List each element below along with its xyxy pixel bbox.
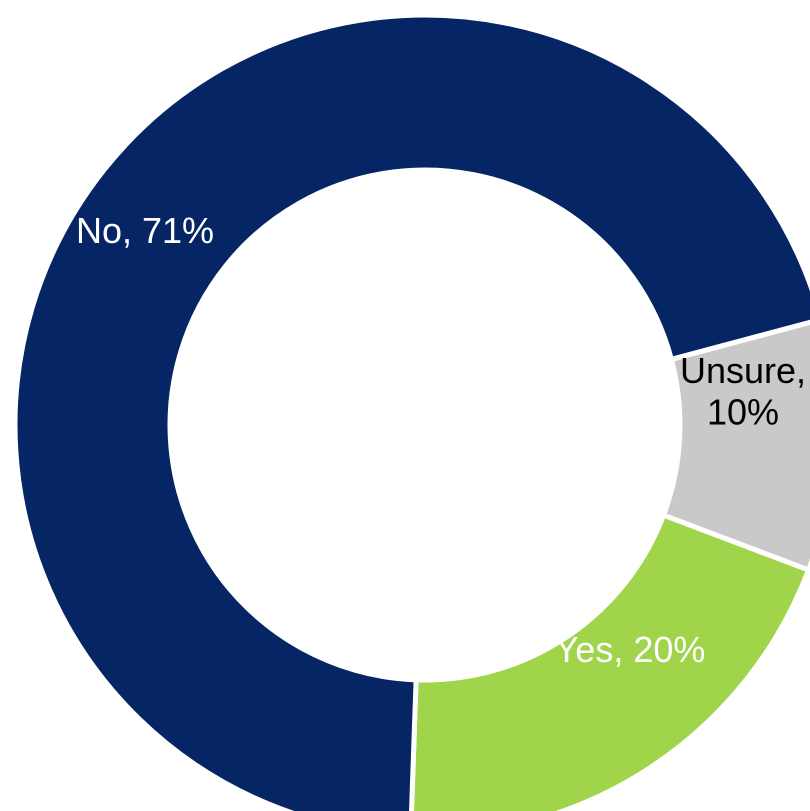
slice-yes [409, 511, 810, 811]
donut-labels: Yes, 20% No, 71% Unsure, 10% [76, 210, 806, 670]
slice-label-no: No, 71% [76, 210, 214, 251]
slice-label-unsure: Unsure, 10% [680, 350, 806, 432]
donut-slices [12, 12, 810, 811]
slice-no [12, 12, 810, 811]
slice-label-yes: Yes, 20% [555, 629, 706, 670]
